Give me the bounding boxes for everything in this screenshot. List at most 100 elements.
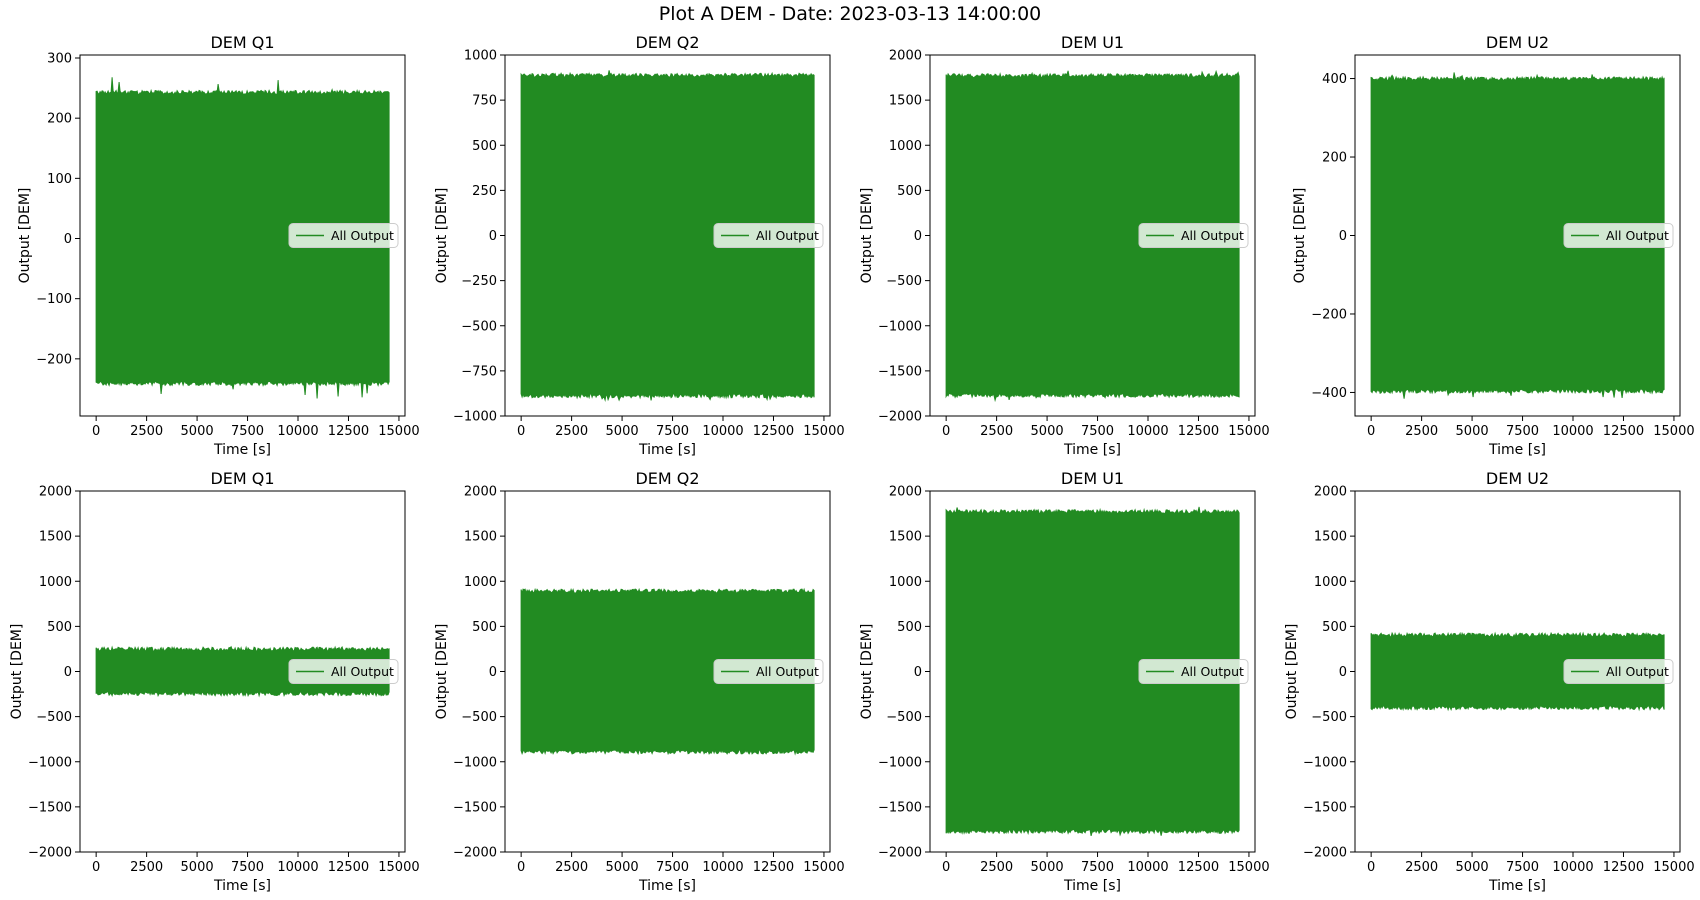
y-tick-label: −1000: [878, 319, 922, 334]
x-axis-label: Time [s]: [213, 442, 271, 458]
y-tick-label: 0: [914, 665, 922, 680]
x-tick-label: 15000: [378, 424, 419, 439]
y-tick-label: 500: [897, 184, 922, 199]
y-tick-label: 2000: [39, 485, 72, 500]
x-tick-label: 5000: [606, 424, 639, 439]
x-tick-label: 15000: [803, 860, 844, 875]
x-tick-label: 7500: [1506, 424, 1539, 439]
y-tick-label: 200: [47, 112, 72, 127]
x-axis-label: Time [s]: [1488, 878, 1546, 894]
legend-label: All Output: [1606, 228, 1669, 243]
x-tick-label: 7500: [1506, 860, 1539, 875]
subplot-title: DEM U2: [1486, 469, 1549, 488]
y-axis-label: Output [DEM]: [859, 624, 875, 720]
x-tick-label: 12500: [753, 860, 794, 875]
y-tick-label: 500: [472, 139, 497, 154]
x-tick-label: 5000: [181, 860, 214, 875]
subplot-5: 0 2500 5000 7500 10000 12500 15000−2000−1500−1…: [9, 469, 420, 894]
y-axis-label: Output [DEM]: [9, 624, 25, 720]
y-tick-label: −2000: [28, 846, 72, 861]
y-tick-label: −500: [886, 710, 922, 725]
y-axis-label: Output [DEM]: [17, 188, 33, 284]
axes-frame: [79, 54, 406, 417]
y-tick-label: 1500: [39, 530, 72, 545]
x-tick-label: 10000: [702, 860, 743, 875]
x-tick-label: 15000: [1653, 424, 1694, 439]
x-tick-label: 2500: [555, 860, 588, 875]
y-tick-label: −500: [36, 710, 72, 725]
legend-label: All Output: [1181, 664, 1244, 679]
y-tick-label: −1500: [453, 800, 497, 815]
x-tick-label: 0: [517, 424, 525, 439]
x-tick-label: 15000: [803, 424, 844, 439]
subplot-title: DEM U2: [1486, 33, 1549, 52]
subplot-title: DEM Q1: [210, 469, 274, 488]
x-tick-label: 2500: [1405, 860, 1438, 875]
legend-label: All Output: [756, 664, 819, 679]
x-tick-label: 0: [1367, 860, 1375, 875]
y-tick-label: 750: [472, 94, 497, 109]
y-tick-label: 1500: [889, 530, 922, 545]
y-tick-label: −750: [461, 364, 497, 379]
x-tick-label: 7500: [656, 860, 689, 875]
legend: All Output: [1138, 659, 1249, 684]
y-tick-label: −500: [886, 274, 922, 289]
legend: All Output: [1563, 223, 1674, 248]
y-tick-label: 2000: [889, 485, 922, 500]
y-tick-label: −1000: [28, 755, 72, 770]
y-tick-label: 2000: [889, 49, 922, 64]
legend: All Output: [1563, 659, 1674, 684]
y-axis-label: Output [DEM]: [434, 188, 450, 284]
x-axis-label: Time [s]: [213, 878, 271, 894]
x-tick-label: 10000: [1127, 860, 1168, 875]
y-tick-label: 1500: [1314, 530, 1347, 545]
legend-label: All Output: [756, 228, 819, 243]
x-tick-label: 7500: [1081, 860, 1114, 875]
subplot-title: DEM Q2: [635, 33, 699, 52]
x-tick-label: 2500: [980, 424, 1013, 439]
legend-box: [713, 223, 824, 248]
x-tick-label: 10000: [1127, 424, 1168, 439]
y-tick-label: −1000: [878, 755, 922, 770]
x-tick-label: 2500: [980, 860, 1013, 875]
y-tick-label: −2000: [453, 846, 497, 861]
subplot-title: DEM U1: [1061, 33, 1124, 52]
y-tick-label: 2000: [1314, 485, 1347, 500]
legend: All Output: [713, 223, 824, 248]
legend-box: [288, 659, 399, 684]
y-tick-label: 1000: [889, 575, 922, 590]
y-tick-label: 500: [472, 620, 497, 635]
legend: All Output: [288, 659, 399, 684]
x-tick-label: 0: [92, 860, 100, 875]
figure-suptitle: Plot A DEM - Date: 2023-03-13 14:00:00: [659, 3, 1042, 25]
x-tick-label: 12500: [1178, 860, 1219, 875]
y-tick-label: −1500: [1303, 800, 1347, 815]
subplot-4: 0 2500 5000 7500 10000 12500 15000 −400 −200 0 200…: [1292, 33, 1694, 458]
x-tick-label: 0: [517, 860, 525, 875]
y-tick-label: 0: [489, 665, 497, 680]
x-axis-label: Time [s]: [1063, 878, 1121, 894]
x-tick-label: 0: [1367, 424, 1375, 439]
subplot-3: 0 2500 5000 7500 10000 12500 15000−2000−1500−1…: [859, 33, 1270, 458]
subplot-7: 0 2500 5000 7500 10000 12500 15000−2000−1500−1…: [859, 469, 1270, 894]
y-tick-label: 500: [1322, 620, 1347, 635]
y-tick-label: −1000: [453, 755, 497, 770]
x-tick-label: 7500: [656, 424, 689, 439]
y-tick-label: 0: [64, 232, 72, 247]
legend: All Output: [288, 223, 399, 248]
subplot-grid: 0 2500 5000 7500 10000 12500 15000−200−1000100…: [9, 33, 1695, 894]
x-tick-label: 10000: [1552, 424, 1593, 439]
x-tick-label: 12500: [1178, 424, 1219, 439]
y-tick-label: 0: [64, 665, 72, 680]
x-tick-label: 15000: [378, 860, 419, 875]
y-axis-label: Output [DEM]: [1284, 624, 1300, 720]
x-tick-label: 2500: [130, 860, 163, 875]
x-tick-label: 15000: [1228, 860, 1269, 875]
subplot-title: DEM Q1: [210, 33, 274, 52]
y-tick-label: −2000: [878, 846, 922, 861]
y-tick-label: −500: [461, 710, 497, 725]
y-tick-label: 1000: [464, 575, 497, 590]
x-tick-label: 12500: [1603, 424, 1644, 439]
legend-label: All Output: [1181, 228, 1244, 243]
